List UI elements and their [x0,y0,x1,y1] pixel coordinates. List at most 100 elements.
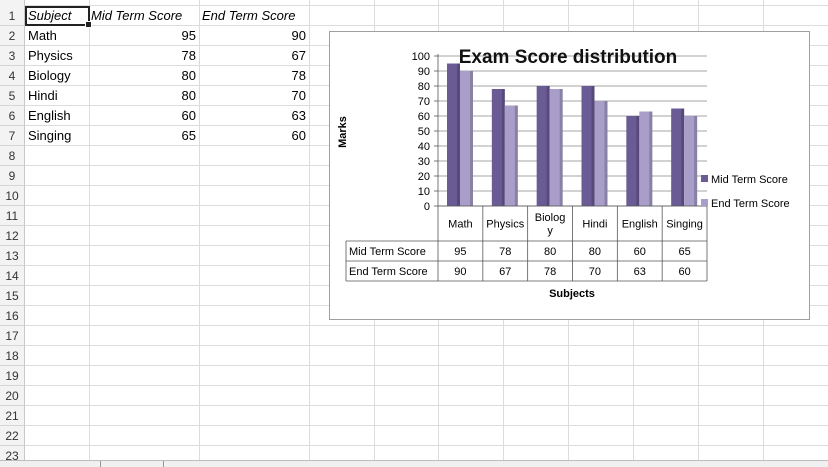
row-header-15[interactable]: 15 [0,286,25,306]
cell-subject[interactable]: Math [25,26,89,46]
legend-entry: Mid Term Score [711,174,788,186]
cell-subject[interactable]: Hindi [25,86,89,106]
row-header-19[interactable]: 19 [0,366,25,386]
bar-shade [547,86,550,206]
bar-shade [649,112,652,207]
data-table-series-name: Mid Term Score [349,246,426,258]
y-axis-title: Marks [337,116,349,148]
cell-b1-header-mid-term[interactable]: Mid Term Score [88,6,200,26]
row-header-9[interactable]: 9 [0,166,25,186]
x-axis-title: Subjects [549,288,595,300]
row-header-3[interactable]: 3 [0,46,25,66]
legend-entry: End Term Score [711,198,790,210]
row-gridline [25,445,828,446]
active-cell-selection[interactable] [25,6,90,26]
data-table-value: 95 [454,246,466,258]
data-table-value: 65 [678,246,690,258]
cell-end-term-score[interactable]: 63 [199,106,309,126]
x-category-label: Hindi [582,219,607,231]
chart-canvas: 0 10 20 30 40 50 60 70 80 90 100 Exam Score distrib… [330,32,809,319]
y-tick-label: 20 [418,171,430,183]
row-header-22[interactable]: 22 [0,426,25,446]
column-gridline [309,0,310,460]
cell-c1-header-end-term[interactable]: End Term Score [199,6,311,26]
y-tick-label: 100 [412,51,430,63]
exam-score-chart[interactable]: 0 10 20 30 40 50 60 70 80 90 100 Exam Score distrib… [329,31,810,320]
fill-handle[interactable] [85,21,92,28]
bar-shade [694,116,697,206]
row-header-21[interactable]: 21 [0,406,25,426]
row-header-18[interactable]: 18 [0,346,25,366]
cell-mid-term-score[interactable]: 80 [89,66,199,86]
y-tick-label: 50 [418,126,430,138]
bar-shade [636,116,639,206]
cell-subject[interactable]: Biology [25,66,89,86]
row-header-23[interactable]: 23 [0,446,25,460]
cell-subject[interactable]: Singing [25,126,89,146]
y-tick-label: 0 [424,201,430,213]
bar-shade [592,86,595,206]
row-header-8[interactable]: 8 [0,146,25,166]
horizontal-scrollbar-divider[interactable] [163,461,166,467]
row-gridline [25,325,828,326]
row-gridline [25,405,828,406]
row-header-5[interactable]: 5 [0,86,25,106]
x-category-label: Biolog [535,212,566,224]
x-category-label: y [547,225,553,237]
cell-mid-term-score[interactable]: 78 [89,46,199,66]
row-gridline [25,365,828,366]
cell-mid-term-score[interactable]: 65 [89,126,199,146]
row-header-4[interactable]: 4 [0,66,25,86]
data-table-value: 80 [589,246,601,258]
row-header-13[interactable]: 13 [0,246,25,266]
row-header-6[interactable]: 6 [0,106,25,126]
cell-subject[interactable]: Physics [25,46,89,66]
legend-swatch [701,175,708,182]
y-tick-label: 30 [418,156,430,168]
y-tick-label: 70 [418,96,430,108]
row-header-1[interactable]: 1 [0,6,25,26]
row-header-14[interactable]: 14 [0,266,25,286]
cell-mid-term-score[interactable]: 95 [89,26,199,46]
data-table-value: 90 [454,266,466,278]
cell-end-term-score[interactable]: 90 [199,26,309,46]
cell-end-term-score[interactable]: 70 [199,86,309,106]
bar-shade [457,64,460,207]
y-tick-label: 10 [418,186,430,198]
bar-shade [560,89,563,206]
cell-mid-term-score[interactable]: 80 [89,86,199,106]
y-tick-label: 60 [418,111,430,123]
row-header-17[interactable]: 17 [0,326,25,346]
cell-end-term-score[interactable]: 60 [199,126,309,146]
row-header-7[interactable]: 7 [0,126,25,146]
row-header-20[interactable]: 20 [0,386,25,406]
y-tick-label: 40 [418,141,430,153]
y-tick-label: 90 [418,66,430,78]
legend-swatch [701,199,708,206]
data-table-value: 63 [634,266,646,278]
row-gridline [25,425,828,426]
row-header-2[interactable]: 2 [0,26,25,46]
row-header-12[interactable]: 12 [0,226,25,246]
cell-subject[interactable]: English [25,106,89,126]
chart-title: Exam Score distribution [459,47,678,68]
row-header-10[interactable]: 10 [0,186,25,206]
cell-end-term-score[interactable]: 78 [199,66,309,86]
row-header-16[interactable]: 16 [0,306,25,326]
x-category-label: English [622,219,658,231]
sheet-tab[interactable] [0,461,101,467]
row-header-11[interactable]: 11 [0,206,25,226]
x-category-label: Math [448,219,472,231]
data-table-series-name: End Term Score [349,266,428,278]
cell-end-term-score[interactable]: 67 [199,46,309,66]
data-table-value: 67 [499,266,511,278]
bar-shade [502,89,505,206]
row-gridline [25,345,828,346]
select-all-corner[interactable] [0,0,25,6]
data-table-value: 60 [634,246,646,258]
bar-shade [605,101,608,206]
cell-mid-term-score[interactable]: 60 [89,106,199,126]
data-table-value: 80 [544,246,556,258]
bar-shade [681,109,684,207]
